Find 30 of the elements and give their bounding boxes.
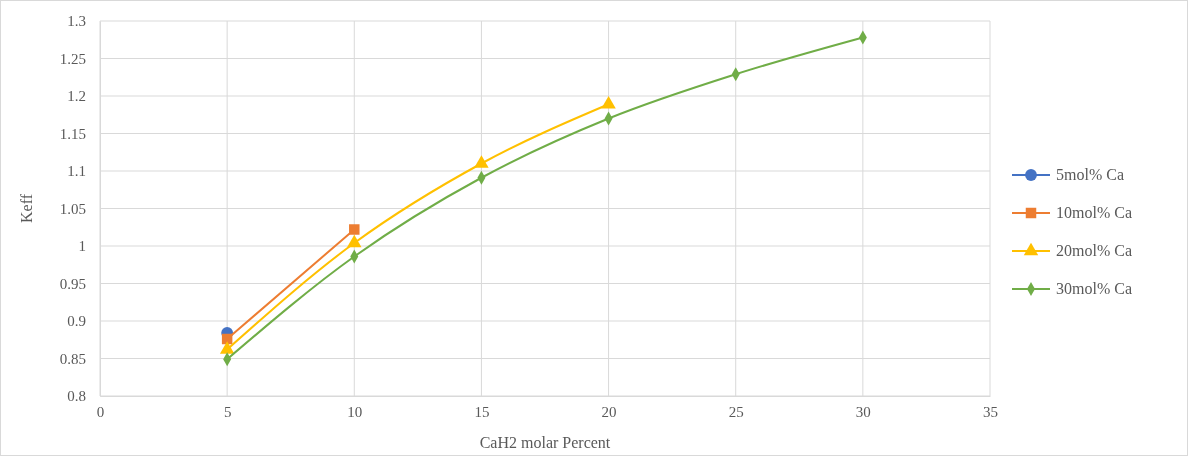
point bbox=[347, 234, 362, 248]
x-axis-title: CaH2 molar Percent bbox=[479, 434, 611, 451]
legend-label: 30mol% Ca bbox=[1056, 280, 1132, 297]
point bbox=[474, 155, 489, 168]
y-tick-label: 1.15 bbox=[59, 125, 86, 142]
y-tick-label: 1.3 bbox=[67, 13, 86, 30]
y-tick-label: 1.1 bbox=[67, 163, 86, 180]
x-tick-label: 25 bbox=[728, 403, 744, 420]
legend-label: 5mol% Ca bbox=[1056, 166, 1124, 183]
x-tick-label: 15 bbox=[474, 403, 490, 420]
y-tick-label: 1.05 bbox=[59, 200, 86, 217]
x-tick-label: 35 bbox=[983, 403, 998, 420]
point bbox=[219, 341, 235, 354]
y-tick-label: 1.2 bbox=[67, 88, 86, 105]
y-axis-title: Keff bbox=[18, 193, 35, 224]
legend-label: 20mol% Ca bbox=[1056, 242, 1132, 259]
y-tick-label: 1 bbox=[78, 238, 86, 255]
x-tick-label: 20 bbox=[601, 403, 617, 420]
y-tick-label: 0.85 bbox=[59, 350, 86, 367]
point bbox=[349, 224, 360, 235]
y-tick-label: 0.95 bbox=[59, 275, 86, 292]
x-tick-label: 10 bbox=[347, 403, 363, 420]
point bbox=[601, 95, 616, 109]
x-tick-label: 0 bbox=[96, 403, 105, 420]
y-tick-label: 0.8 bbox=[67, 388, 86, 405]
y-tick-label: 1.25 bbox=[59, 50, 86, 67]
legend-label: 10mol% Ca bbox=[1056, 204, 1132, 221]
x-tick-label: 30 bbox=[855, 403, 871, 420]
x-tick-label: 5 bbox=[223, 403, 232, 420]
y-tick-label: 0.9 bbox=[67, 313, 86, 330]
